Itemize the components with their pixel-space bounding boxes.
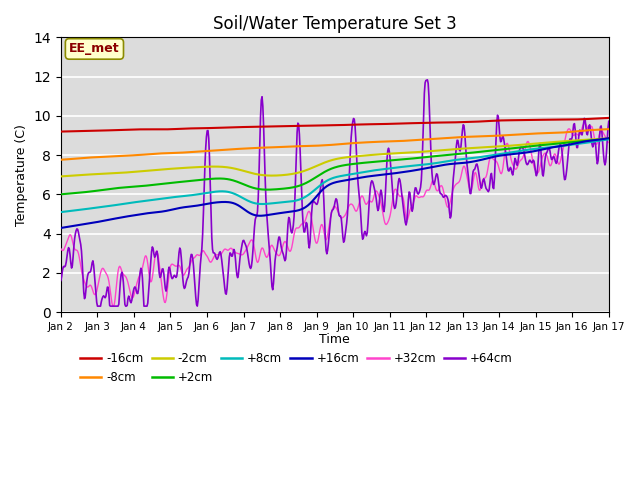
X-axis label: Time: Time bbox=[319, 333, 350, 346]
Y-axis label: Temperature (C): Temperature (C) bbox=[15, 124, 28, 226]
Title: Soil/Water Temperature Set 3: Soil/Water Temperature Set 3 bbox=[213, 15, 457, 33]
Text: EE_met: EE_met bbox=[69, 42, 120, 56]
Legend: -16cm, -8cm, -2cm, +2cm, +8cm, +16cm, +32cm, +64cm: -16cm, -8cm, -2cm, +2cm, +8cm, +16cm, +3… bbox=[76, 347, 518, 388]
